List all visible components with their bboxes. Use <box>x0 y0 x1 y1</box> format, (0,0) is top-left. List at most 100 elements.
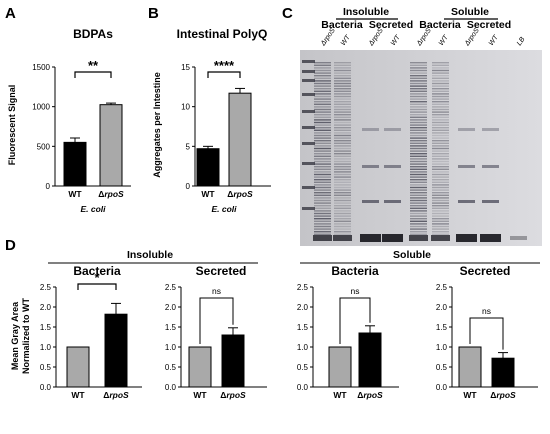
bar <box>221 334 245 388</box>
gel-lane-band <box>334 150 351 152</box>
y-axis-label: Normalized to WT <box>21 297 31 374</box>
gel-lane-band <box>384 200 401 203</box>
gel-lane-band <box>314 116 331 118</box>
y-tick-label: 2.5 <box>40 283 52 292</box>
y-tick-label: 2.5 <box>165 283 177 292</box>
gel-lane-band <box>432 127 449 129</box>
gel-lane-band <box>314 231 331 233</box>
y-tick-label: 2.0 <box>436 303 448 312</box>
category-label: WT <box>201 189 215 199</box>
gel-lane-band <box>410 62 427 64</box>
gel-lane-band <box>432 116 449 118</box>
y-tick-label: 0.0 <box>40 383 52 392</box>
gel-lane-band <box>334 202 351 204</box>
gel-lane-band <box>410 80 427 82</box>
gel-lane-band <box>432 124 449 126</box>
gel-lane-band <box>432 62 449 64</box>
chart-3: Bacteria 0.0 0.5 1.0 1.5 2.0 2.5 Mean Gray Area… <box>10 264 142 400</box>
y-tick-label: 0.0 <box>165 383 177 392</box>
gel-lane-band <box>482 165 499 168</box>
gel-lane-band <box>432 111 449 113</box>
gel-lane-band <box>384 165 401 168</box>
gel-lane-band <box>410 64 427 66</box>
gel-lane-band <box>334 176 351 178</box>
bar <box>66 346 90 388</box>
gel-lane-band <box>432 176 449 178</box>
chart-6: Secreted 0.0 0.5 1.0 1.5 2.0 2.5 WT ΔrpoS ns <box>436 264 538 400</box>
gel-lane-band <box>314 95 331 98</box>
y-tick-label: 1.0 <box>297 343 309 352</box>
gel-lane-band <box>334 197 351 199</box>
gel-lane-band <box>410 108 427 111</box>
gel-lane-band <box>334 199 351 202</box>
significance-label: ns <box>351 286 360 296</box>
gel-lane-band <box>314 145 331 147</box>
significance-bracket <box>339 297 371 344</box>
significance-label: ** <box>88 58 99 73</box>
y-tick-label: 15 <box>181 63 190 72</box>
gel-header-insoluble: Insoluble <box>343 6 389 18</box>
gel-lane-band <box>314 225 331 228</box>
significance-label: ns <box>482 306 491 316</box>
y-tick-label: 0 <box>46 182 51 191</box>
y-tick-label: 2.0 <box>40 303 52 312</box>
gel-lane-band <box>314 150 331 152</box>
gel-lane-band <box>432 64 449 66</box>
gel-lane-band <box>458 200 475 203</box>
gel-lane-band <box>334 98 351 100</box>
gel-lane-band <box>410 134 427 137</box>
gel-lane-band <box>458 165 475 168</box>
gel-lane-band <box>432 106 449 108</box>
gel-lane-band <box>334 140 351 142</box>
gel-lane-band <box>432 199 449 202</box>
chart-4: Secreted 0.0 0.5 1.0 1.5 2.0 2.5 WT ΔrpoS ns <box>165 264 267 400</box>
gel-lane-band <box>410 137 427 139</box>
gel-lane-band <box>334 134 351 137</box>
gel-ladder-band <box>302 79 315 82</box>
gel-lane-band <box>432 88 449 90</box>
gel-lane-band <box>334 231 351 233</box>
gel-lane-band <box>458 128 475 131</box>
gel-lane-band <box>410 215 427 217</box>
gel-lane-band <box>334 158 351 160</box>
gel-lane-band <box>410 147 427 150</box>
gel-lane-band <box>334 192 351 194</box>
gel-lane-band <box>334 95 351 98</box>
gel-ladder-band <box>302 110 315 113</box>
gel-lane-band <box>410 218 427 220</box>
gel-lane-band <box>314 153 331 155</box>
gel-lane-band <box>314 75 331 77</box>
chart-title: BDPAs <box>73 27 113 41</box>
category-label-gene: rpoS <box>363 390 383 400</box>
gel-lane-band <box>410 142 427 144</box>
gel-lane-band <box>334 64 351 66</box>
category-label-delta: Δ <box>98 189 104 199</box>
bar-charts: BDPAs 0 500 1000 1500 Fluorescent Signal WT Δrp… <box>7 27 538 400</box>
gel-lane-band <box>410 210 427 212</box>
gel-lane-band <box>432 181 449 183</box>
gel-lane-band <box>432 108 449 111</box>
gel-lane-band <box>314 111 331 113</box>
y-tick-label: 0.5 <box>40 363 52 372</box>
gel-lane-band <box>314 106 331 108</box>
x-axis-label: E. coli <box>211 204 237 214</box>
gel-lane-band <box>334 69 351 72</box>
gel-lane-band <box>314 199 331 202</box>
gel-lane-band <box>482 200 499 203</box>
gel-lane-band <box>314 163 331 165</box>
gel-lane-band <box>314 85 331 87</box>
gel-lane-band <box>432 163 449 165</box>
significance-label: ns <box>212 286 221 296</box>
gel-lane-band <box>432 134 449 137</box>
gel-lane-band <box>410 197 427 199</box>
gel-lane-band <box>314 168 331 170</box>
gel-lane-band <box>334 220 351 222</box>
gel-lane-band <box>334 106 351 108</box>
gel-lane-band <box>432 145 449 147</box>
gel-lane-band <box>314 160 331 163</box>
gel-lane-band <box>432 202 449 204</box>
gel-lane-band <box>410 179 427 181</box>
gel-lane-band <box>432 119 449 121</box>
gel-lane-band <box>410 163 427 165</box>
